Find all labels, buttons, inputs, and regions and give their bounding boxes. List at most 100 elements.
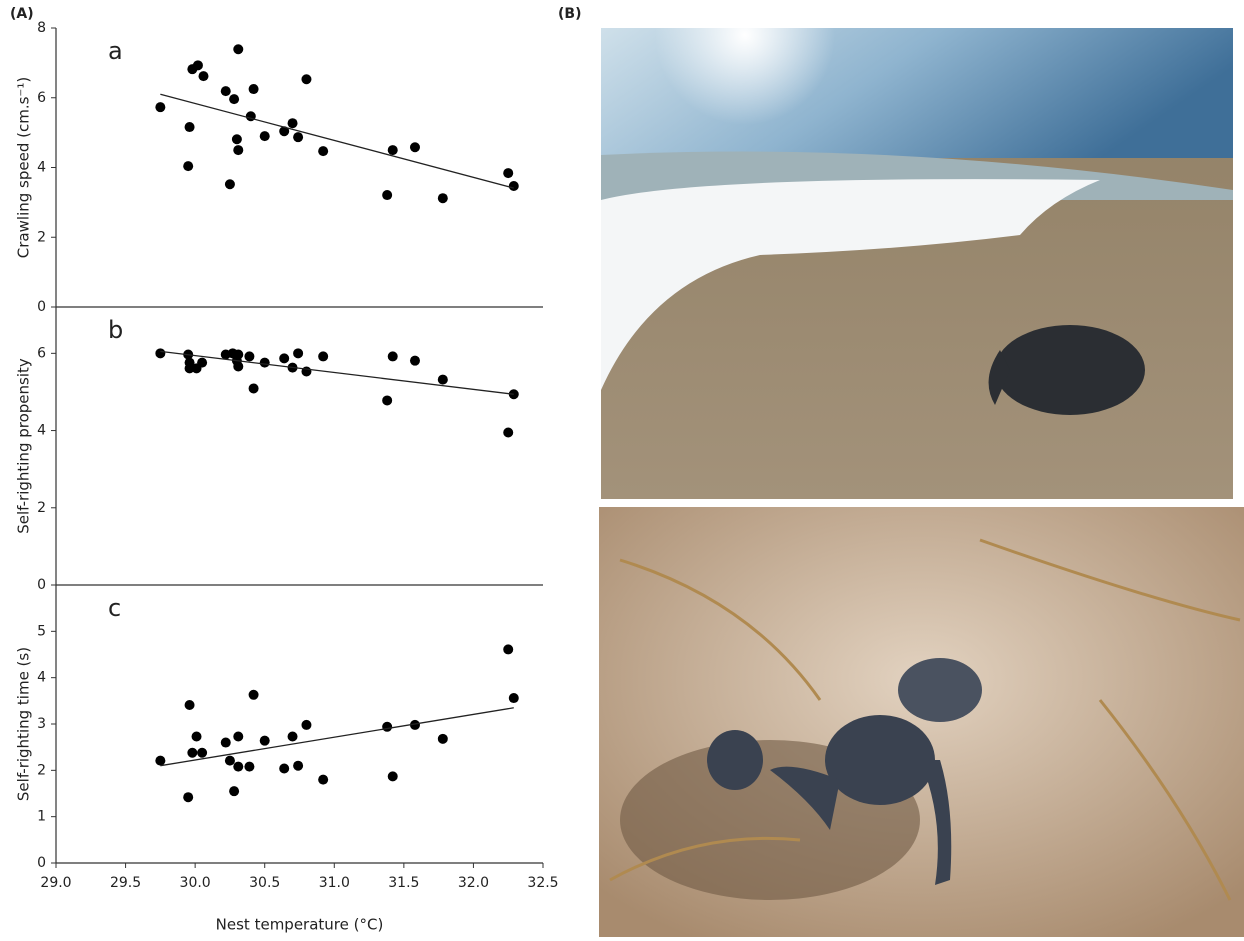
data-point <box>155 348 165 358</box>
data-point <box>193 60 203 70</box>
data-point <box>382 190 392 200</box>
data-point <box>221 738 231 748</box>
data-point <box>197 748 207 758</box>
data-point <box>382 395 392 405</box>
y-tick-label: 0 <box>37 299 46 315</box>
photo-beach <box>601 0 1233 499</box>
data-point <box>185 700 195 710</box>
data-point <box>318 351 328 361</box>
y-axis-label: Self-righting propensity <box>15 358 33 534</box>
y-tick-label: 8 <box>37 20 46 36</box>
y-tick-label: 4 <box>37 670 46 686</box>
data-point <box>260 358 270 368</box>
data-point <box>192 732 202 742</box>
data-point <box>293 761 303 771</box>
data-point <box>229 94 239 104</box>
y-tick-label: 4 <box>37 423 46 439</box>
data-point <box>225 179 235 189</box>
data-point <box>301 366 311 376</box>
data-point <box>293 132 303 142</box>
data-point <box>244 351 254 361</box>
data-point <box>293 348 303 358</box>
data-point <box>301 720 311 730</box>
trend-line <box>160 708 513 766</box>
data-point <box>221 86 231 96</box>
y-tick-label: 2 <box>37 762 46 778</box>
data-point <box>382 722 392 732</box>
data-point <box>509 181 519 191</box>
data-point <box>249 690 259 700</box>
y-tick-label: 0 <box>37 855 46 871</box>
x-tick-label: 30.5 <box>249 875 280 891</box>
y-tick-label: 4 <box>37 160 46 176</box>
data-point <box>318 146 328 156</box>
data-point <box>509 693 519 703</box>
x-tick-label: 31.0 <box>319 875 350 891</box>
data-point <box>232 134 242 144</box>
data-point <box>249 383 259 393</box>
data-point <box>233 44 243 54</box>
data-point <box>301 74 311 84</box>
y-axis-label: Self-righting time (s) <box>15 647 33 801</box>
trend-line <box>160 351 513 394</box>
x-tick-label: 32.0 <box>458 875 489 891</box>
y-tick-label: 6 <box>37 345 46 361</box>
y-axis-label: Crawling speed (cm.s⁻¹) <box>15 77 33 258</box>
panel-label: (A) <box>10 6 34 22</box>
y-tick-label: 5 <box>37 623 46 639</box>
data-point <box>155 756 165 766</box>
data-point <box>260 736 270 746</box>
data-point <box>155 102 165 112</box>
x-axis-label: Nest temperature (°C) <box>216 916 384 934</box>
data-point <box>503 644 513 654</box>
data-point <box>185 122 195 132</box>
data-point <box>438 193 448 203</box>
data-point <box>279 353 289 363</box>
panel-letter: a <box>108 37 123 65</box>
panel-letter: c <box>108 594 121 622</box>
data-point <box>503 427 513 437</box>
data-point <box>233 145 243 155</box>
figure: (A) (B) 0 2 4 6 8 Crawling speed (cm.s⁻¹) a 0 2 4… <box>0 0 1244 937</box>
data-point <box>318 775 328 785</box>
x-tick-label: 29.5 <box>110 875 141 891</box>
y-tick-label: 2 <box>37 229 46 245</box>
trend-line <box>160 94 513 188</box>
data-point <box>183 792 193 802</box>
x-tick-label: 31.5 <box>388 875 419 891</box>
data-point <box>388 145 398 155</box>
data-point <box>225 756 235 766</box>
data-point <box>249 84 259 94</box>
data-point <box>288 732 298 742</box>
x-tick-label: 30.0 <box>180 875 211 891</box>
panel-letter: b <box>108 316 123 344</box>
y-tick-label: 6 <box>37 90 46 106</box>
data-point <box>388 351 398 361</box>
data-point <box>244 762 254 772</box>
data-point <box>410 356 420 366</box>
data-point <box>288 118 298 128</box>
data-point <box>197 358 207 368</box>
data-point <box>233 762 243 772</box>
y-tick-label: 2 <box>37 500 46 516</box>
data-point <box>438 734 448 744</box>
data-point <box>410 142 420 152</box>
data-point <box>503 168 513 178</box>
data-point <box>183 161 193 171</box>
data-point <box>279 763 289 773</box>
data-point <box>260 131 270 141</box>
y-tick-label: 0 <box>37 577 46 593</box>
y-tick-label: 3 <box>37 716 46 732</box>
data-point <box>233 361 243 371</box>
data-point <box>388 771 398 781</box>
y-tick-label: 1 <box>37 809 46 825</box>
data-point <box>229 786 239 796</box>
x-tick-label: 32.5 <box>527 875 558 891</box>
photo-nest <box>599 507 1244 937</box>
x-tick-label: 29.0 <box>40 875 71 891</box>
data-point <box>187 748 197 758</box>
panel-label: (B) <box>558 6 581 22</box>
data-point <box>233 732 243 742</box>
data-point <box>438 375 448 385</box>
data-point <box>198 71 208 81</box>
